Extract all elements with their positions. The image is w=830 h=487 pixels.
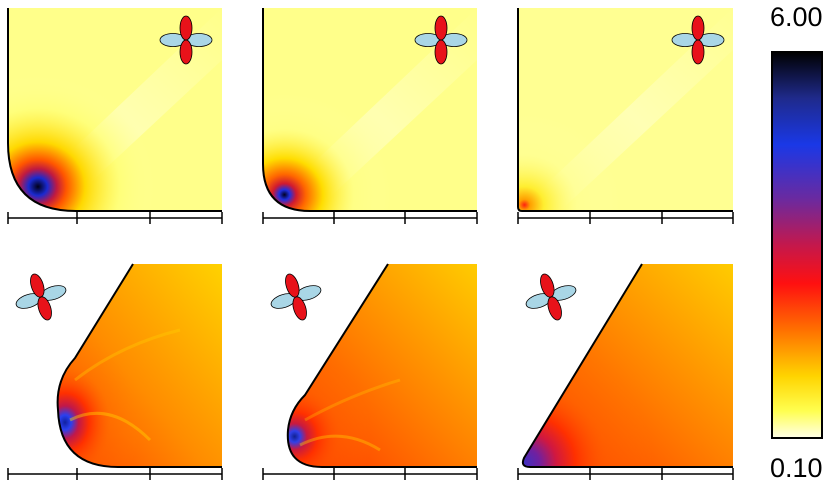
panel-boundary xyxy=(7,8,222,212)
colorbar xyxy=(771,51,823,439)
d-orbital-icon xyxy=(15,273,67,321)
panel-boundary xyxy=(517,8,733,212)
panel-boundary xyxy=(286,263,477,468)
axis-ticks xyxy=(262,212,478,224)
panel-boundary xyxy=(521,263,733,468)
axis-ticks xyxy=(7,468,223,480)
axis-ticks xyxy=(7,212,223,224)
panel-boundary xyxy=(56,263,222,468)
axis-ticks xyxy=(517,468,734,480)
d-orbital-icon xyxy=(525,273,577,321)
axis-ticks xyxy=(262,468,478,480)
panel-boundary xyxy=(262,8,477,212)
colorbar-min-label: 0.10 xyxy=(770,453,823,483)
d-orbital-icon xyxy=(159,15,213,65)
axis-ticks xyxy=(517,212,734,224)
panel-top-middle xyxy=(262,8,478,224)
d-orbital-icon xyxy=(414,15,468,65)
colorbar-max-label: 6.00 xyxy=(770,2,823,32)
d-orbital-icon xyxy=(270,273,322,321)
d-orbital-icon xyxy=(671,15,725,65)
